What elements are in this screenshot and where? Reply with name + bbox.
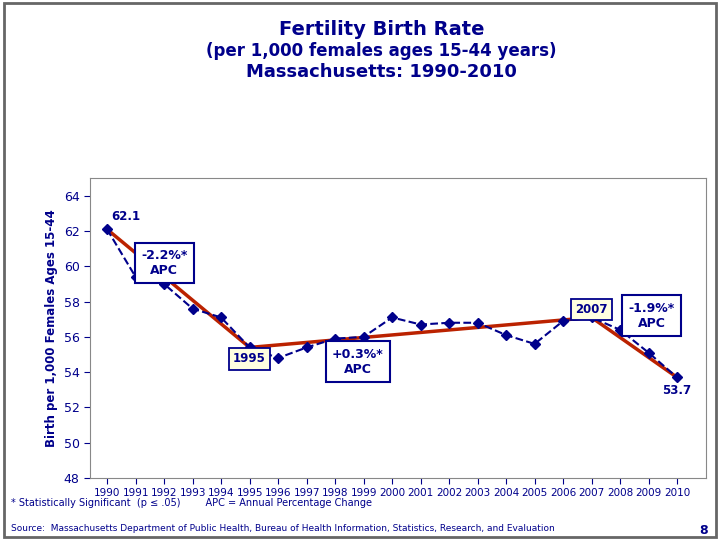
Text: (per 1,000 females ages 15-44 years): (per 1,000 females ages 15-44 years) [207, 42, 557, 60]
Y-axis label: Birth per 1,000 Females Ages 15-44: Birth per 1,000 Females Ages 15-44 [45, 209, 58, 447]
Text: 62.1: 62.1 [112, 210, 140, 223]
Text: -2.2%*
APC: -2.2%* APC [141, 249, 187, 277]
Text: Fertility Birth Rate: Fertility Birth Rate [279, 20, 485, 39]
Text: Massachusetts: 1990-2010: Massachusetts: 1990-2010 [246, 63, 517, 82]
Text: -1.9%*
APC: -1.9%* APC [629, 302, 675, 330]
Text: * Statistically Significant  (p ≤ .05)        APC = Annual Percentage Change: * Statistically Significant (p ≤ .05) AP… [11, 498, 372, 508]
Text: Source:  Massachusetts Department of Public Health, Bureau of Health Information: Source: Massachusetts Department of Publ… [11, 524, 554, 532]
Text: 8: 8 [699, 524, 708, 537]
Text: +0.3%*
APC: +0.3%* APC [332, 348, 384, 375]
Text: 2007: 2007 [575, 303, 608, 316]
Text: 1995: 1995 [233, 353, 266, 366]
Text: 53.7: 53.7 [662, 384, 692, 397]
